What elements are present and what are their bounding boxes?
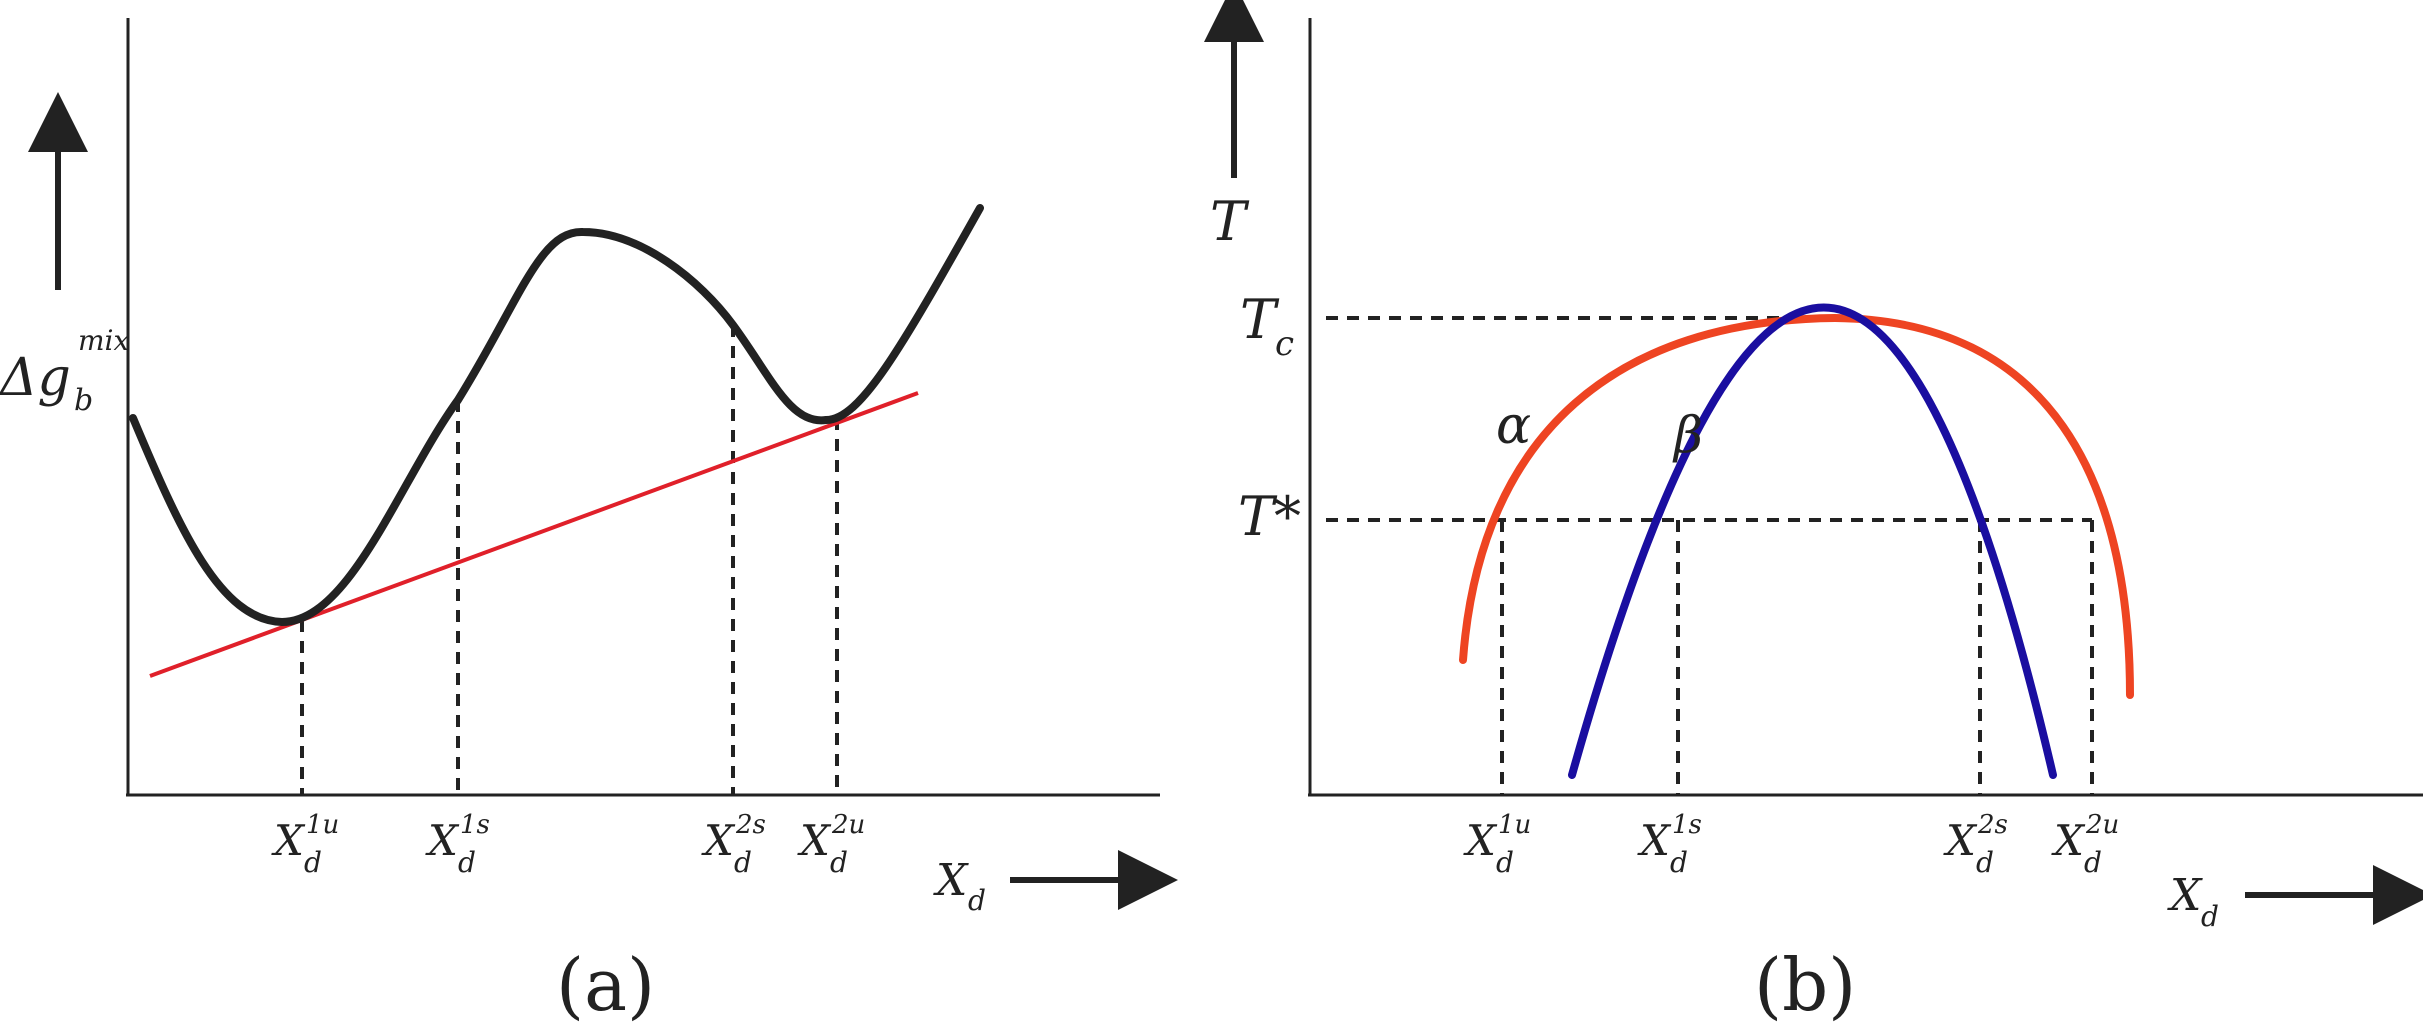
tick-sub: d <box>1976 846 1994 879</box>
tick-sub: d <box>2084 846 2102 879</box>
panel-a-tick-x2s: X 2s d <box>701 810 766 879</box>
tick-sup: 2u <box>831 810 865 840</box>
tick-base: X <box>271 816 306 865</box>
panel-a-y-label-sub: b <box>74 383 93 418</box>
panel-b-tstar-label: T* <box>1238 485 1301 548</box>
y-label-symbol: Δg <box>0 348 71 408</box>
tick-sup: 1s <box>1672 810 1702 840</box>
tick-base: X <box>701 816 736 865</box>
tick-sub: d <box>1670 846 1688 879</box>
panel-a: Δg mix b X 1u d X 1s d X 2s d X 2u d X d… <box>0 18 1178 1027</box>
panel-b: T T c T* α β X 1u d X 1s d X 2s d X 2u d <box>1204 0 2423 1027</box>
tick-sub: d <box>1496 846 1514 879</box>
panel-a-y-label-sup: mix <box>78 324 130 357</box>
panel-b-tick-x2s: X 2s d <box>1943 810 2008 879</box>
panel-b-x-label: X <box>2167 870 2203 921</box>
panel-a-caption: (a) <box>556 943 655 1027</box>
binodal-curve <box>1459 313 2134 699</box>
panel-b-tick-x1u: X 1u d <box>1463 810 1531 879</box>
panel-b-y-label: T <box>1210 190 1250 253</box>
tick-base: X <box>2051 816 2086 865</box>
panel-b-tick-x1s: X 1s d <box>1637 810 1702 879</box>
tick-sup: 1u <box>306 810 339 840</box>
panel-b-tick-x2u: X 2u d <box>2051 810 2119 879</box>
tick-sub: d <box>734 846 752 879</box>
tick-sup: 2s <box>735 810 766 840</box>
beta-label: β <box>1672 406 1703 464</box>
tick-base: X <box>1463 816 1498 865</box>
common-tangent-line <box>149 391 919 678</box>
panel-b-caption: (b) <box>1754 943 1856 1027</box>
tick-sup: 1s <box>460 810 490 840</box>
tick-sub: d <box>458 846 476 879</box>
panel-a-tick-x1s: X 1s d <box>425 810 490 879</box>
tick-sub: d <box>830 846 848 879</box>
panel-a-tick-x1u: X 1u d <box>271 810 339 879</box>
tick-sup: 2s <box>1977 810 2008 840</box>
free-energy-curve <box>129 204 984 627</box>
tick-base: X <box>425 816 460 865</box>
tick-base: X <box>1637 816 1672 865</box>
panel-b-tc-sub: c <box>1275 324 1294 364</box>
alpha-label: α <box>1496 396 1531 456</box>
tick-sup: 1u <box>1498 810 1531 840</box>
panel-b-x-label-sub: d <box>2201 900 2219 933</box>
panel-a-x-label: X <box>933 855 969 906</box>
tick-base: X <box>1943 816 1978 865</box>
panel-a-y-label: Δg <box>0 348 71 408</box>
tick-sub: d <box>304 846 322 879</box>
panel-b-tc-label: T <box>1240 288 1280 351</box>
panel-a-x-label-sub: d <box>968 884 986 917</box>
panel-a-tick-x2u: X 2u d <box>797 810 865 879</box>
spinodal-curve <box>1568 303 2057 779</box>
tick-sup: 2u <box>2085 810 2119 840</box>
tick-base: X <box>797 816 832 865</box>
